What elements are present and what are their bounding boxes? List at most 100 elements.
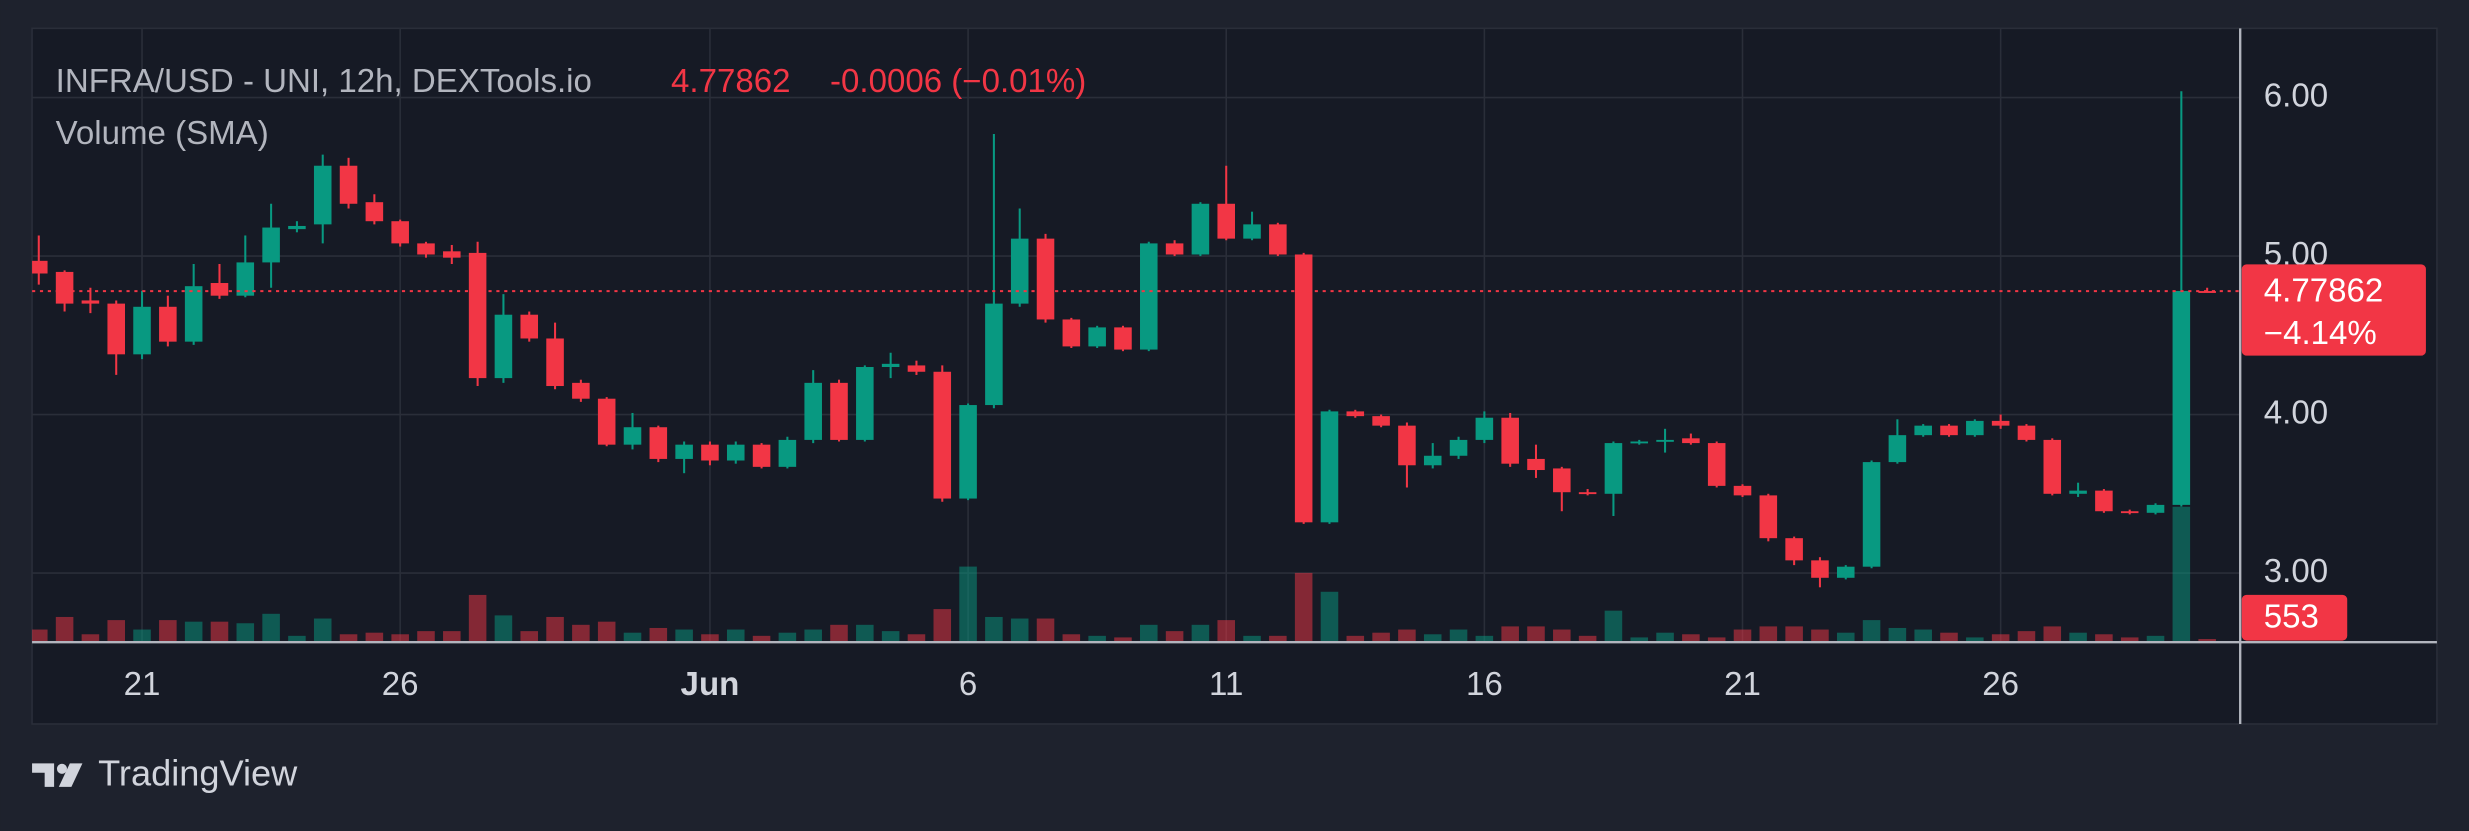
volume-bar [391,634,409,643]
candle-body [1165,243,1184,255]
x-tick-label: Jun [681,666,740,703]
volume-bar [1372,632,1390,643]
volume-bar [2095,634,2113,643]
volume-bar [1475,635,1494,643]
volume-bar [1217,620,1236,643]
candle-body [1243,224,1261,239]
price-tags: 4.77862 −4.14% 553 [2241,264,2426,641]
volume-bar [1088,635,1106,643]
candle-body [2198,291,2216,293]
volume-bar [1062,634,1081,643]
volume-bar [1991,634,2010,643]
volume-tag-value: 553 [2264,598,2319,635]
candle-body [752,444,771,467]
volume-bar [1243,635,1261,643]
volume-bar [2172,506,2191,643]
candle-body [649,427,668,459]
volume-bar [133,629,151,643]
x-tick-label: 21 [124,666,161,703]
candle-body [1811,560,1829,578]
candle-body [520,314,539,339]
candle-body [288,225,306,230]
volume-bar [830,624,848,643]
candle-body [1294,254,1313,523]
candle-body [1062,319,1081,347]
volume-bar [107,620,125,643]
volume-bar [1604,610,1623,643]
volume-bar [365,632,384,643]
volume-bar [1682,634,1700,643]
price-tag-value: 4.77862 [2264,272,2383,309]
candle-body [778,439,797,467]
brand-logo[interactable]: TradingView [32,752,298,793]
volume-bar [649,627,668,643]
candle-body [2095,490,2113,512]
volume-bar [520,631,539,643]
volume-bar [726,629,745,643]
volume-bar [1553,629,1571,643]
volume-bar [417,631,435,643]
candle-body [959,405,977,499]
volume-bar [2146,635,2165,643]
volume-bar [881,631,900,643]
candle-body [985,303,1003,406]
volume-bar [1966,637,1984,643]
candle-body [907,365,926,372]
candle-body [32,260,48,274]
candle-body [81,300,100,304]
grid [32,28,2241,643]
candle-body [391,221,409,244]
chart-panel [31,27,2438,725]
volume-bar [1630,637,1649,643]
candle-body [1527,458,1545,471]
candle-body [1036,238,1055,320]
volume-bar [1914,629,1932,643]
volume-bar [2069,632,2087,643]
candle-body [701,444,719,461]
header-price: 4.77862 [671,63,790,100]
price-tag-change: −4.14% [2264,315,2377,352]
candle-body [830,382,848,440]
candle-body [1991,420,2010,426]
volume-bar [1862,620,1881,643]
volume-bar [2120,637,2139,643]
candle-body [597,398,616,445]
candle-body [443,251,461,258]
volume-bar [1165,631,1184,643]
candle-body [1553,468,1571,493]
candle-body [2146,504,2165,513]
candle-body [881,363,900,368]
volume-bar [2017,631,2036,643]
volume-bar [804,629,822,643]
volume-bar [1010,618,1029,643]
volume-bar [1036,618,1055,643]
candle-body [1320,411,1339,523]
candle-body [1862,462,1881,567]
volume-bar [1140,624,1158,643]
candle-body [1191,203,1210,255]
volume-bar [1836,632,1855,643]
candle-body [1759,495,1778,539]
candle-body [365,202,384,222]
candle-body [1733,485,1752,496]
x-tick-label: 6 [959,666,977,703]
volume-bar [1785,626,1803,643]
y-tick-label: 4.00 [2264,394,2328,431]
candle-body [339,165,358,204]
candle-body [1501,417,1519,464]
candle-body [1578,492,1597,495]
volume-bar [313,618,332,643]
volume-bar [907,634,926,643]
y-tick-label: 6.00 [2264,77,2328,114]
candle-body [262,227,280,263]
volume-bar [81,634,100,643]
candle-body [2017,425,2036,440]
logo-mark [56,763,68,774]
candle-body [546,338,564,387]
candle-body [933,371,952,499]
volume-bar [675,629,693,643]
volume-bar [959,566,977,643]
candle-body [1010,238,1029,304]
volume-bar [32,629,48,643]
volume-bar [1811,629,1829,643]
